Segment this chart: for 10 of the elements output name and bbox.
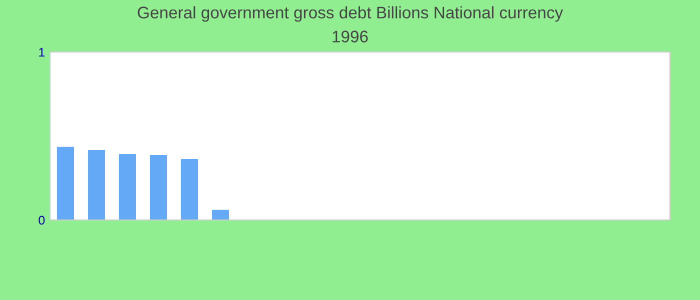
bar [150, 154, 168, 220]
bar [118, 154, 136, 220]
y-tick-label: 1 [39, 48, 45, 57]
chart-subtitle: 1996 [332, 30, 368, 42]
bar [56, 146, 74, 220]
bar [88, 150, 106, 220]
y-tick-label: 0 [38, 216, 45, 225]
bar [212, 210, 230, 220]
bar [180, 159, 198, 220]
chart-title: General government gross debt Billions National currency [138, 6, 564, 22]
